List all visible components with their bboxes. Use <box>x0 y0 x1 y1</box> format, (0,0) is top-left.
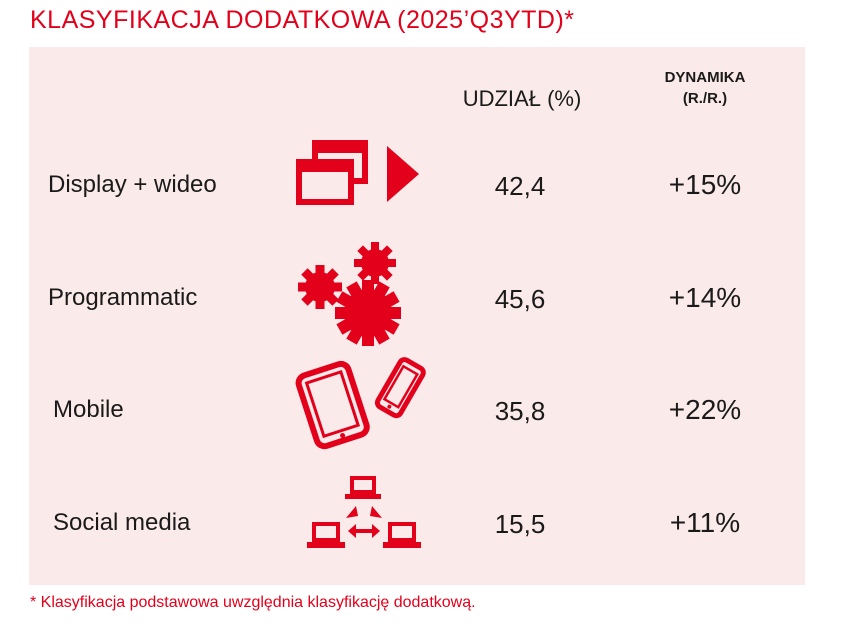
table-row: Mobile 35,8 +22% <box>0 357 853 450</box>
footnote: * Klasyfikacja podstawowa uwzględnia kla… <box>30 594 476 611</box>
column-header-dynamics-line1: DYNAMIKA <box>664 69 746 86</box>
network-laptops-icon <box>307 476 421 548</box>
column-header-share: UDZIAŁ (%) <box>462 86 582 111</box>
row-share: 45,6 <box>494 284 546 314</box>
row-share: 42,4 <box>494 171 546 201</box>
row-dynamics: +15% <box>668 169 742 200</box>
table-row: Programmatic <box>0 242 853 346</box>
row-dynamics: +11% <box>669 507 741 538</box>
row-share: 15,5 <box>494 509 546 539</box>
display-video-icon <box>296 140 419 205</box>
column-header-dynamics-line2: (R./R.) <box>682 90 728 107</box>
table-row: Display + wideo 42,4 +15% <box>0 140 853 216</box>
tablet-phone-icon <box>295 357 426 450</box>
row-label: Mobile <box>53 396 124 423</box>
gears-icon <box>298 242 401 346</box>
row-label: Programmatic <box>48 284 198 311</box>
table-row: Social media 15,5 +11% <box>0 476 853 554</box>
row-dynamics: +22% <box>668 394 742 425</box>
row-dynamics: +14% <box>668 282 742 313</box>
row-label: Display + wideo <box>48 171 217 198</box>
page-title: KLASYFIKACJA DODATKOWA (2025’Q3YTD)* <box>30 6 575 34</box>
column-header-dynamics: DYNAMIKA (R./R.) <box>640 67 770 109</box>
table-panel <box>29 47 805 585</box>
row-share: 35,8 <box>494 396 546 426</box>
row-label: Social media <box>53 509 191 536</box>
